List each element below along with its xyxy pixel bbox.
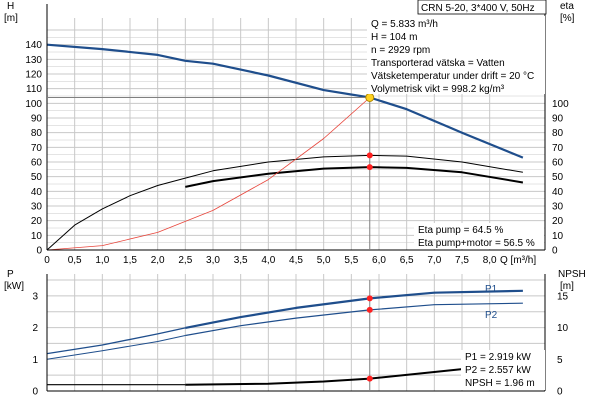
series-h — [46, 43, 524, 159]
operating-info-box: Q = 5.833 m³/h H = 104 m n = 2929 rpm Tr… — [367, 16, 545, 95]
npsh-value-text: NPSH = 1.96 m — [465, 378, 535, 389]
p1-value-text: P1 = 2.919 kW — [465, 352, 531, 363]
q-tick-label: 7,0 — [427, 255, 441, 266]
h-axis-label: H — [7, 1, 14, 12]
eta-tick-label: 20 — [552, 216, 564, 227]
q-tick-label: 1,5 — [123, 255, 137, 266]
eta-total-marker — [366, 164, 373, 171]
h-tick-label: 0 — [36, 246, 42, 257]
p2-series-label: P2 — [485, 310, 498, 321]
h-tick-label: 10 — [31, 231, 43, 242]
q-tick-label: 5,0 — [317, 255, 331, 266]
info-q: Q = 5.833 m³/h — [371, 19, 438, 30]
eta-axis-label: eta — [560, 1, 574, 12]
series-p1 — [185, 289, 523, 329]
h-tick-label: 30 — [31, 202, 43, 213]
eta-tick-label: 40 — [552, 187, 564, 198]
series-eta_thin — [46, 154, 523, 251]
q-tick-label: 0,5 — [68, 255, 82, 266]
series-p2-extension — [46, 335, 186, 360]
p1-series-label: P1 — [485, 284, 498, 295]
series-system — [46, 97, 371, 251]
q-tick-label: 4,0 — [261, 255, 275, 266]
power-info-box: P1 = 2.919 kW P2 = 2.557 kW NPSH = 1.96 … — [461, 350, 545, 390]
p-tick-label: 1 — [32, 355, 38, 366]
q-tick-label: 3,5 — [234, 255, 248, 266]
h-tick-label: 100 — [25, 99, 42, 110]
series-eta_thick — [185, 166, 524, 188]
info-speed: n = 2929 rpm — [371, 45, 430, 56]
eta-tick-label: 50 — [552, 172, 564, 183]
p2-value-text: P2 = 2.557 kW — [465, 365, 531, 376]
h-tick-label: 40 — [31, 187, 43, 198]
p-axis-unit: [kW] — [4, 281, 24, 292]
h-tick-label: 70 — [31, 143, 43, 154]
p-axis-label: P — [7, 269, 14, 280]
q-tick-label: 6,5 — [400, 255, 414, 266]
eta-tick-label: 10 — [552, 231, 564, 242]
eta-tick-label: 90 — [552, 114, 564, 125]
h-tick-label: 50 — [31, 172, 43, 183]
eta-tick-label: 70 — [552, 143, 564, 154]
h-axis-unit: [m] — [4, 13, 18, 24]
series-lines — [46, 43, 524, 386]
npsh-tick-label: 0 — [557, 387, 563, 398]
q-tick-label: 0 — [44, 255, 50, 266]
p-tick-label: 0 — [32, 387, 38, 398]
h-tick-label: 130 — [25, 55, 42, 66]
h-tick-label: 20 — [31, 216, 43, 227]
q-tick-label: 3,0 — [206, 255, 220, 266]
h-tick-label: 60 — [31, 158, 43, 169]
eta-tick-label: 80 — [552, 128, 564, 139]
p1-marker — [366, 295, 373, 302]
eta-pump-marker — [366, 152, 373, 159]
h-tick-label: 140 — [25, 40, 42, 51]
eta-tick-label: 30 — [552, 202, 564, 213]
npsh-axis-unit: [m] — [560, 281, 574, 292]
q-tick-label: 2,0 — [151, 255, 165, 266]
eta-tick-label: 60 — [552, 158, 564, 169]
eta-info-box: Eta pump = 64.5 % Eta pump+motor = 56.5 … — [414, 223, 544, 249]
q-tick-label: 8,0 — [483, 255, 497, 266]
chart-title: CRN 5-20, 3*400 V, 50Hz — [421, 3, 535, 14]
q-tick-label: 5,5 — [344, 255, 358, 266]
info-liquid: Transporterad vätska = Vatten — [371, 58, 505, 69]
title-box — [417, 0, 547, 15]
q-tick-label: 6,0 — [372, 255, 386, 266]
h-tick-label: 110 — [26, 84, 42, 95]
npsh-tick-label: 10 — [557, 323, 569, 334]
p-tick-label: 2 — [32, 323, 38, 334]
series-p2 — [185, 302, 523, 337]
series-npsh — [185, 365, 490, 386]
q-tick-label: 7,5 — [455, 255, 469, 266]
axes: 0102030405060708090100110120130140010203… — [25, 4, 569, 398]
q-tick-label: 1,0 — [95, 255, 109, 266]
npsh-tick-label: 5 — [557, 355, 563, 366]
eta-total-text: Eta pump+motor = 56.5 % — [418, 238, 535, 249]
q-axis-label: Q [m³/h] — [500, 255, 536, 266]
h-tick-label: 90 — [31, 114, 43, 125]
info-density: Volymetrisk vikt = 998.2 kg/m³ — [371, 84, 505, 95]
h-tick-label: 80 — [31, 128, 43, 139]
q-tick-label: 2,5 — [178, 255, 192, 266]
eta-axis-unit: [%] — [560, 13, 575, 24]
npsh-axis-label: NPSH — [558, 269, 586, 280]
h-tick-label: 120 — [25, 70, 42, 81]
p2-marker — [366, 306, 373, 313]
info-temperature: Vätsketemperatur under drift = 20 °C — [371, 71, 534, 82]
q-tick-label: 4,5 — [289, 255, 303, 266]
npsh-marker — [366, 375, 373, 382]
p-tick-label: 3 — [32, 291, 38, 302]
eta-tick-label: 100 — [552, 99, 569, 110]
eta-tick-label: 0 — [552, 246, 558, 257]
eta-pump-text: Eta pump = 64.5 % — [418, 225, 503, 236]
operating-point-markers — [47, 92, 375, 391]
npsh-tick-label: 15 — [557, 291, 569, 302]
info-h: H = 104 m — [371, 32, 417, 43]
series-p1-extension — [46, 327, 186, 355]
